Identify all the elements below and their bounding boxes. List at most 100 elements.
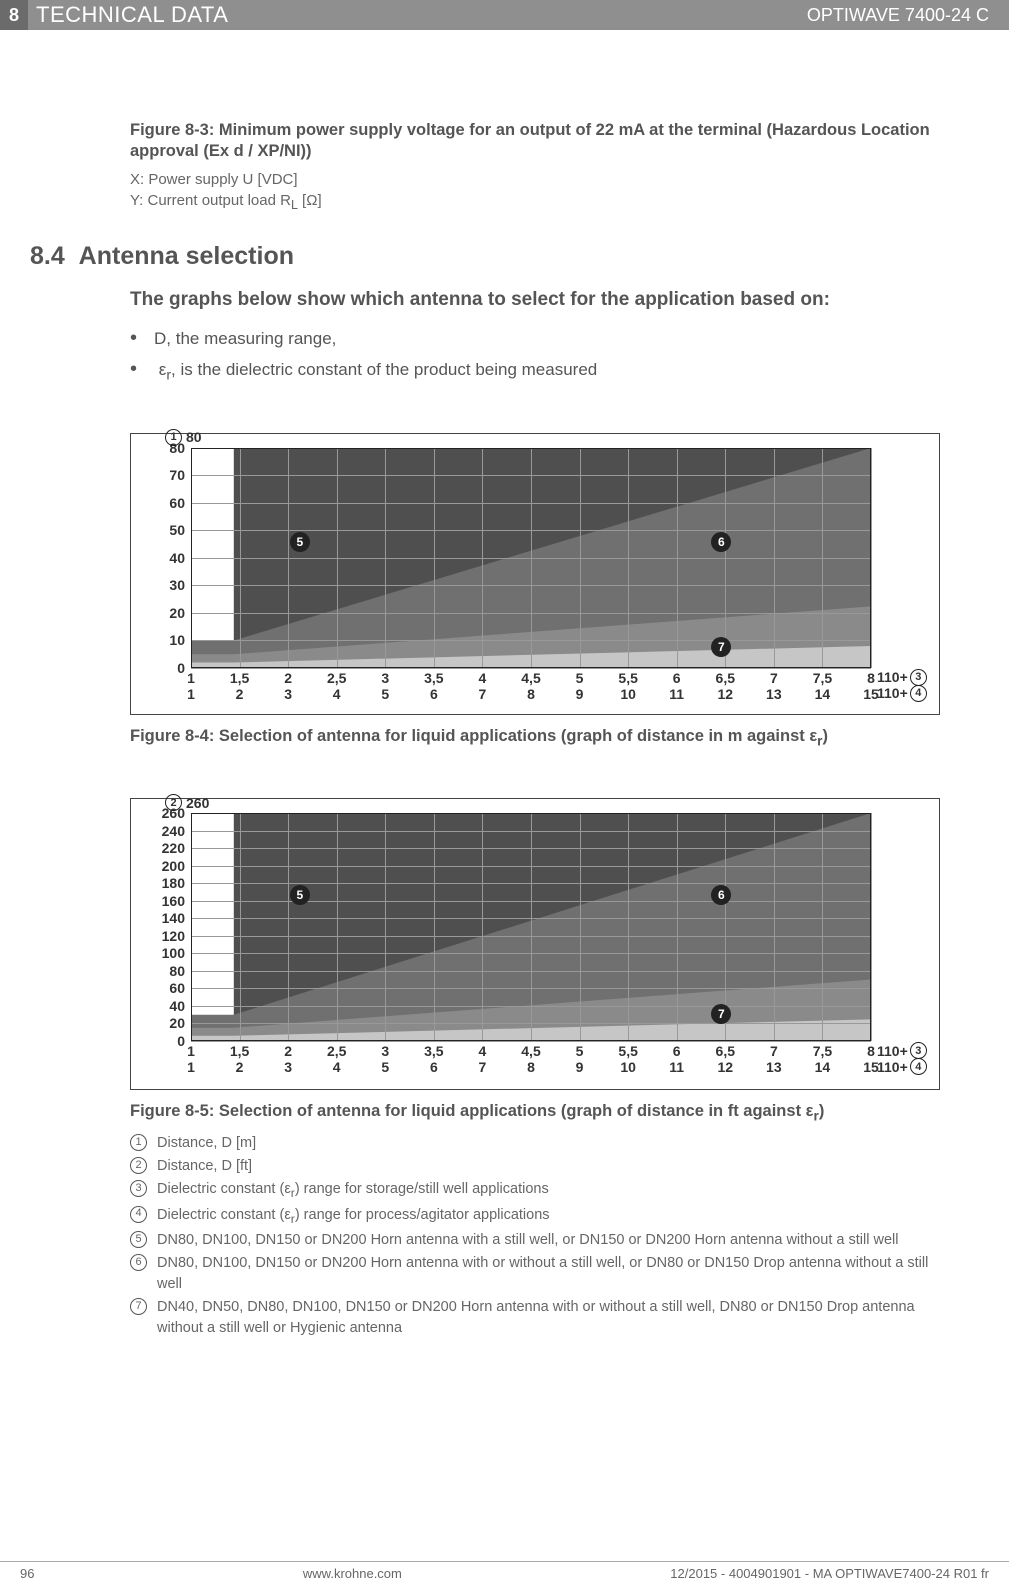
legend-text-3: Dielectric constant (εr) range for stora… bbox=[157, 1179, 949, 1202]
figure-8-5-caption: Figure 8-5: Selection of antenna for liq… bbox=[130, 1102, 949, 1123]
axis-badge-icon: 1 bbox=[165, 429, 182, 446]
x-tick-bot: 13 bbox=[766, 1059, 782, 1075]
x-tick-bot: 5 bbox=[381, 1059, 389, 1075]
x-tick-top: 6 bbox=[673, 1043, 681, 1059]
y-tick-label: 220 bbox=[162, 840, 185, 856]
x-tick-top: 5 bbox=[576, 1043, 584, 1059]
x-tick-bot: 11 bbox=[669, 1059, 684, 1075]
legend-text-4: Dielectric constant (εr) range for proce… bbox=[157, 1205, 949, 1228]
plot-area-1: 80706050403020100111,52232,54353,56474,5… bbox=[191, 448, 871, 668]
product-name: OPTIWAVE 7400-24 C bbox=[807, 5, 989, 26]
fig84-suffix: ) bbox=[823, 727, 829, 745]
y-axis-note: Y: Current output load RL [Ω] bbox=[130, 190, 949, 215]
x-tick-top: 4 bbox=[479, 670, 487, 686]
bullet-list: D, the measuring range, εr, is the diele… bbox=[130, 323, 949, 387]
x-tick-top: 1 bbox=[187, 1043, 195, 1059]
region-callout-5: 5 bbox=[290, 532, 310, 552]
x-tick-top: 4,5 bbox=[521, 670, 540, 686]
y-tick-label: 140 bbox=[162, 910, 185, 926]
x-axis-suffix-top: 110+3 bbox=[877, 669, 927, 686]
x-tick-bot: 10 bbox=[620, 1059, 636, 1075]
y-tick-label: 50 bbox=[169, 522, 185, 538]
fig84-prefix: Figure 8-4: Selection of antenna for liq… bbox=[130, 727, 817, 745]
figure-8-3-axis-notes: X: Power supply U [VDC] Y: Current outpu… bbox=[130, 169, 949, 215]
y-tick-label: 30 bbox=[169, 577, 185, 593]
chapter-title: TECHNICAL DATA bbox=[36, 2, 228, 28]
x-tick-bot: 9 bbox=[576, 1059, 584, 1075]
y-tick-label: 60 bbox=[169, 495, 185, 511]
y-tick-label: 80 bbox=[169, 963, 185, 979]
legend-num-7: 7 bbox=[130, 1298, 147, 1315]
x-tick-top: 6,5 bbox=[716, 670, 735, 686]
x-tick-bot: 7 bbox=[479, 686, 487, 702]
y-axis-badge: 2260 bbox=[165, 794, 209, 811]
region-callout-7: 7 bbox=[711, 1004, 731, 1024]
y-note-suffix: [Ω] bbox=[298, 192, 322, 209]
x-axis-suffix-bot: 110+4 bbox=[877, 685, 927, 702]
page-number: 96 bbox=[20, 1566, 34, 1581]
y-tick-label: 70 bbox=[169, 467, 185, 483]
x-tick-top: 3,5 bbox=[424, 1043, 443, 1059]
bullet-2: εr, is the dielectric constant of the pr… bbox=[130, 354, 949, 387]
x-tick-top: 2,5 bbox=[327, 670, 346, 686]
axis-badge-icon: 3 bbox=[910, 1042, 927, 1059]
y-tick-label: 20 bbox=[169, 605, 185, 621]
y-tick-label: 160 bbox=[162, 893, 185, 909]
legend-row: 1 Distance, D [m] bbox=[130, 1133, 949, 1154]
y-note-prefix: Y: Current output load R bbox=[130, 192, 291, 209]
legend-text-5: DN80, DN100, DN150 or DN200 Horn antenna… bbox=[157, 1230, 949, 1251]
plot-area-2: 260240220200180160140120100806040200111,… bbox=[191, 813, 871, 1041]
x-tick-top: 3,5 bbox=[424, 670, 443, 686]
axis-badge-icon: 4 bbox=[910, 685, 927, 702]
section-heading: 8.4 Antenna selection bbox=[30, 242, 949, 271]
y-tick-label: 20 bbox=[169, 1015, 185, 1031]
b2-rest: , is the dielectric constant of the prod… bbox=[171, 360, 597, 379]
figure-8-5-chart: 260240220200180160140120100806040200111,… bbox=[130, 798, 940, 1090]
y-tick-label: 0 bbox=[177, 1033, 185, 1049]
legend-num-2: 2 bbox=[130, 1157, 147, 1174]
x-tick-top: 1,5 bbox=[230, 670, 249, 686]
figure-legend: 1 Distance, D [m] 2 Distance, D [ft] 3 Diel… bbox=[130, 1133, 949, 1339]
legend-text-1: Distance, D [m] bbox=[157, 1133, 949, 1154]
legend-num-1: 1 bbox=[130, 1134, 147, 1151]
figure-8-4-caption: Figure 8-4: Selection of antenna for liq… bbox=[130, 727, 949, 748]
x-tick-bot: 5 bbox=[381, 686, 389, 702]
x-tick-bot: 1 bbox=[187, 1059, 195, 1075]
legend-num-4: 4 bbox=[130, 1206, 147, 1223]
footer-doc-id: 12/2015 - 4004901901 - MA OPTIWAVE7400-2… bbox=[670, 1566, 989, 1581]
x-tick-bot: 1 bbox=[187, 686, 195, 702]
x-tick-bot: 4 bbox=[333, 686, 341, 702]
y-tick-label: 40 bbox=[169, 998, 185, 1014]
section-title: Antenna selection bbox=[79, 242, 294, 270]
x-tick-bot: 14 bbox=[815, 686, 831, 702]
y-tick-label: 120 bbox=[162, 928, 185, 944]
x-tick-bot: 6 bbox=[430, 686, 438, 702]
x-tick-bot: 4 bbox=[333, 1059, 341, 1075]
legend-row: 3 Dielectric constant (εr) range for stor… bbox=[130, 1179, 949, 1202]
legend-row: 4 Dielectric constant (εr) range for proc… bbox=[130, 1205, 949, 1228]
axis-badge-icon: 2 bbox=[165, 794, 182, 811]
y-tick-label: 180 bbox=[162, 875, 185, 891]
x-tick-bot: 11 bbox=[669, 686, 684, 702]
x-tick-bot: 10 bbox=[620, 686, 636, 702]
x-tick-top: 7,5 bbox=[813, 1043, 832, 1059]
x-tick-bot: 3 bbox=[284, 686, 292, 702]
legend-num-5: 5 bbox=[130, 1231, 147, 1248]
legend-text-7: DN40, DN50, DN80, DN100, DN150 or DN200 … bbox=[157, 1297, 949, 1339]
x-tick-top: 7 bbox=[770, 1043, 778, 1059]
x-tick-top: 8 bbox=[867, 1043, 875, 1059]
region-callout-5: 5 bbox=[290, 885, 310, 905]
figure-8-4-chart: 80706050403020100111,52232,54353,56474,5… bbox=[130, 433, 940, 715]
axis-badge-icon: 4 bbox=[910, 1058, 927, 1075]
y-axis-badge: 180 bbox=[165, 429, 202, 446]
x-tick-bot: 8 bbox=[527, 1059, 535, 1075]
legend-num-3: 3 bbox=[130, 1180, 147, 1197]
page-footer: 96 www.krohne.com 12/2015 - 4004901901 -… bbox=[0, 1561, 1009, 1581]
x-tick-top: 3 bbox=[381, 670, 389, 686]
section-number: 8.4 bbox=[30, 242, 65, 270]
x-tick-bot: 6 bbox=[430, 1059, 438, 1075]
y-tick-label: 200 bbox=[162, 858, 185, 874]
x-tick-top: 4,5 bbox=[521, 1043, 540, 1059]
x-tick-top: 7,5 bbox=[813, 670, 832, 686]
legend-text-2: Distance, D [ft] bbox=[157, 1156, 949, 1177]
